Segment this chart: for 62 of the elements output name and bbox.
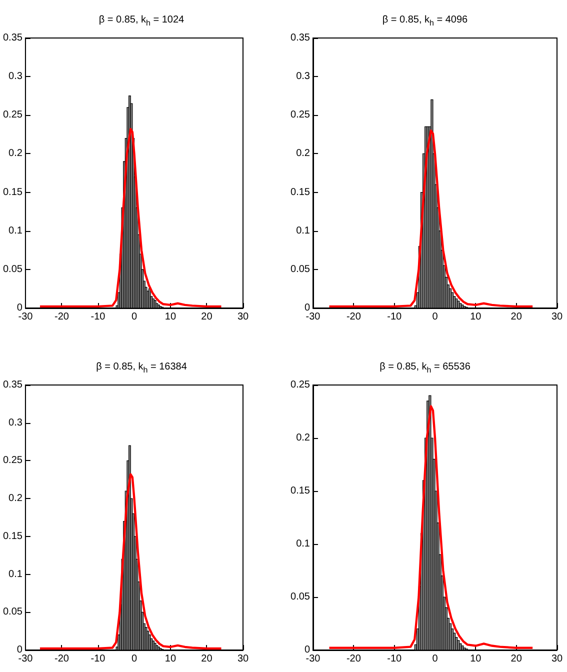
x-tick-label: -20	[346, 654, 362, 664]
x-tick-label: 10	[164, 312, 176, 322]
x-tick-label: -20	[54, 654, 70, 664]
y-tick-label: 0.2	[296, 432, 310, 444]
x-tick-label: -10	[90, 312, 106, 322]
y-tick-label: 0.25	[2, 110, 23, 121]
y-tick-label: 0.05	[2, 264, 23, 275]
y-tick-label: 0	[304, 644, 310, 656]
y-tick-label: 0.2	[8, 148, 23, 160]
x-tick-label: 10	[470, 654, 482, 664]
x-tick-label: -10	[387, 654, 402, 664]
y-tick-label: 0.1	[296, 538, 310, 550]
y-tick-label: 0	[16, 644, 23, 656]
x-tick-label: -10	[387, 312, 402, 322]
y-tick-label: 0.25	[290, 380, 310, 390]
y-tick-label: 0.15	[290, 186, 310, 198]
line-series	[38, 473, 222, 650]
x-tick-label: 10	[470, 312, 482, 322]
x-tick-label: -30	[18, 654, 34, 664]
x-tick-label: 30	[237, 654, 249, 664]
x-tick-label: -20	[54, 312, 70, 322]
y-tick-label: 0.1	[8, 568, 23, 580]
x-tick-label: 0	[432, 312, 438, 322]
line-series	[38, 128, 222, 308]
y-tick-label: 0.05	[2, 606, 23, 618]
x-tick-label: 30	[551, 312, 563, 322]
x-tick-label: -30	[306, 312, 321, 322]
x-tick-label: -30	[306, 654, 321, 664]
x-tick-label: 10	[164, 654, 176, 664]
x-tick-label: -30	[18, 312, 34, 322]
x-tick-label: 20	[201, 654, 213, 664]
y-tick-label: 0.35	[2, 32, 23, 44]
x-tick-label: 20	[510, 654, 522, 664]
y-tick-label: 0.15	[2, 530, 23, 542]
y-tick-label: 0.15	[290, 486, 310, 496]
x-tick-label: 0	[131, 312, 138, 322]
y-tick-label: 0.3	[8, 71, 23, 82]
y-tick-label: 0.1	[296, 225, 310, 236]
x-tick-label: 0	[432, 654, 438, 664]
y-tick-label: 0.2	[8, 493, 23, 504]
y-tick-label: 0	[16, 302, 23, 314]
y-tick-label: 0.35	[2, 380, 23, 390]
x-tick-label: 0	[131, 654, 138, 664]
y-tick-label: 0.25	[290, 110, 310, 121]
x-tick-label: 20	[510, 312, 522, 322]
y-tick-label: 0.2	[296, 148, 310, 160]
line-series	[328, 129, 534, 308]
line-series	[328, 405, 534, 649]
x-tick-label: 30	[237, 312, 249, 322]
y-tick-label: 0.25	[2, 455, 23, 466]
x-tick-label: 20	[201, 312, 213, 322]
x-tick-label: -20	[346, 312, 362, 322]
y-tick-label: 0.35	[290, 32, 310, 44]
y-tick-label: 0.05	[290, 592, 310, 602]
y-tick-label: 0	[304, 302, 310, 314]
x-tick-label: 30	[551, 654, 563, 664]
y-tick-label: 0.3	[8, 417, 23, 428]
y-tick-label: 0.1	[8, 225, 23, 236]
y-tick-label: 0.15	[2, 186, 23, 198]
y-tick-label: 0.3	[296, 71, 310, 82]
y-tick-label: 0.05	[290, 264, 310, 275]
x-tick-label: -10	[90, 654, 106, 664]
